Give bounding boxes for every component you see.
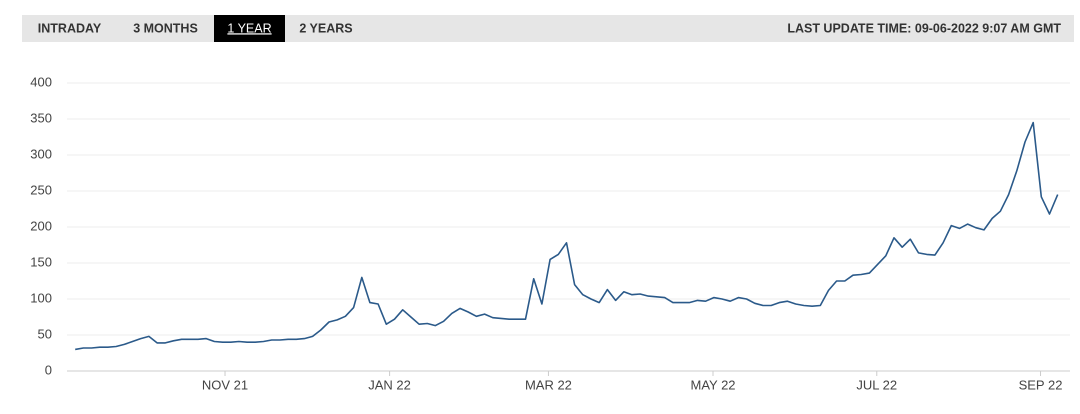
y-tick-label: 350 — [30, 110, 52, 125]
x-tick-label: MAY 22 — [690, 377, 735, 392]
y-tick-label: 50 — [38, 326, 52, 341]
tab[interactable]: INTRADAY — [38, 21, 102, 35]
x-tick-label: MAR 22 — [525, 377, 572, 392]
y-tick-label: 400 — [30, 74, 52, 89]
y-tick-label: 0 — [45, 362, 52, 377]
y-tick-label: 200 — [30, 218, 52, 233]
tab-bar — [22, 15, 1074, 42]
x-tick-label: NOV 21 — [202, 377, 248, 392]
tab[interactable]: 2 YEARS — [299, 21, 352, 35]
price-line — [75, 121, 1059, 351]
y-tick-label: 150 — [30, 254, 52, 269]
y-tick-label: 300 — [30, 146, 52, 161]
y-tick-label: 250 — [30, 182, 52, 197]
y-tick-label: 100 — [30, 290, 52, 305]
x-tick-label: SEP 22 — [1019, 377, 1063, 392]
x-tick-label: JUL 22 — [856, 377, 897, 392]
tab[interactable]: 1 YEAR — [227, 21, 271, 35]
tab[interactable]: 3 MONTHS — [133, 21, 198, 35]
x-tick-label: JAN 22 — [368, 377, 411, 392]
last-update: LAST UPDATE TIME: 09-06-2022 9:07 AM GMT — [787, 21, 1061, 35]
tab-selected-bg — [214, 15, 285, 42]
